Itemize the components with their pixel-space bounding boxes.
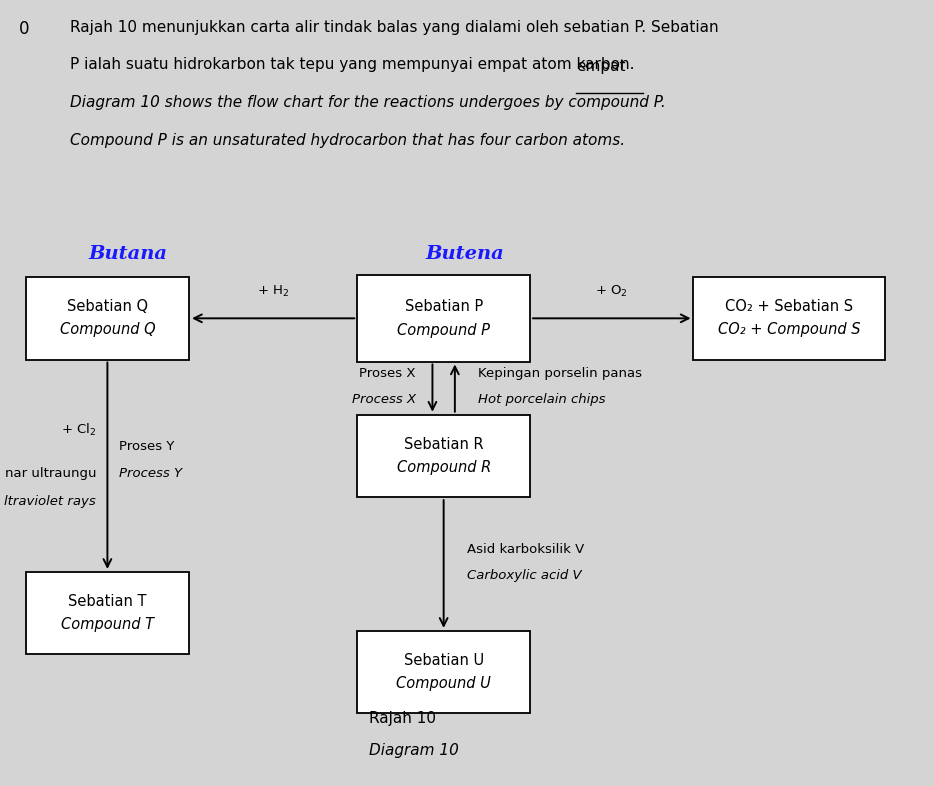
FancyBboxPatch shape bbox=[26, 572, 190, 654]
FancyBboxPatch shape bbox=[357, 275, 530, 362]
Text: CO₂ + Compound S: CO₂ + Compound S bbox=[718, 322, 860, 337]
Text: + Cl$_2$: + Cl$_2$ bbox=[61, 422, 96, 439]
Text: Compound T: Compound T bbox=[61, 617, 154, 632]
Text: Carboxylic acid V: Carboxylic acid V bbox=[467, 569, 582, 582]
Text: empat: empat bbox=[576, 59, 626, 74]
Text: Rajah 10 menunjukkan carta alir tindak balas yang dialami oleh sebatian P. Sebat: Rajah 10 menunjukkan carta alir tindak b… bbox=[70, 20, 718, 35]
Text: Proses X: Proses X bbox=[360, 367, 416, 380]
Text: Process X: Process X bbox=[351, 393, 416, 406]
Text: Sebatian P: Sebatian P bbox=[404, 299, 483, 314]
Text: Diagram 10 shows the flow chart for the reactions undergoes by compound P.: Diagram 10 shows the flow chart for the … bbox=[70, 95, 666, 110]
Text: Process Y: Process Y bbox=[119, 467, 182, 480]
FancyBboxPatch shape bbox=[26, 277, 190, 360]
Text: Proses Y: Proses Y bbox=[119, 439, 174, 453]
Text: Hot porcelain chips: Hot porcelain chips bbox=[478, 393, 606, 406]
FancyBboxPatch shape bbox=[357, 630, 530, 714]
Text: Compound Q: Compound Q bbox=[60, 322, 155, 337]
Text: Butena: Butena bbox=[425, 245, 503, 263]
Text: Sebatian T: Sebatian T bbox=[68, 594, 147, 609]
Text: Sebatian Q: Sebatian Q bbox=[67, 299, 148, 314]
FancyBboxPatch shape bbox=[693, 277, 885, 360]
Text: Compound R: Compound R bbox=[397, 460, 490, 475]
Text: Kepingan porselin panas: Kepingan porselin panas bbox=[478, 367, 643, 380]
Text: Butana: Butana bbox=[89, 245, 168, 263]
Text: Sebatian R: Sebatian R bbox=[403, 437, 484, 452]
Text: Rajah 10: Rajah 10 bbox=[369, 711, 436, 726]
Text: Compound P: Compound P bbox=[397, 323, 490, 338]
Text: + O$_2$: + O$_2$ bbox=[595, 284, 629, 299]
Text: Compound P is an unsaturated hydrocarbon that has four carbon atoms.: Compound P is an unsaturated hydrocarbon… bbox=[70, 133, 625, 148]
Text: ltraviolet rays: ltraviolet rays bbox=[5, 494, 96, 508]
FancyBboxPatch shape bbox=[357, 415, 530, 497]
Text: Compound U: Compound U bbox=[396, 676, 491, 691]
Text: + H$_2$: + H$_2$ bbox=[257, 284, 290, 299]
Text: 0: 0 bbox=[19, 20, 29, 38]
Text: nar ultraungu: nar ultraungu bbox=[5, 467, 96, 480]
Text: Diagram 10: Diagram 10 bbox=[369, 743, 459, 758]
Text: P ialah suatu hidrokarbon tak tepu yang mempunyai empat atom karbon.: P ialah suatu hidrokarbon tak tepu yang … bbox=[70, 57, 634, 72]
Text: Sebatian U: Sebatian U bbox=[403, 653, 484, 668]
Text: Asid karboksilik V: Asid karboksilik V bbox=[467, 543, 585, 556]
Text: CO₂ + Sebatian S: CO₂ + Sebatian S bbox=[725, 299, 854, 314]
